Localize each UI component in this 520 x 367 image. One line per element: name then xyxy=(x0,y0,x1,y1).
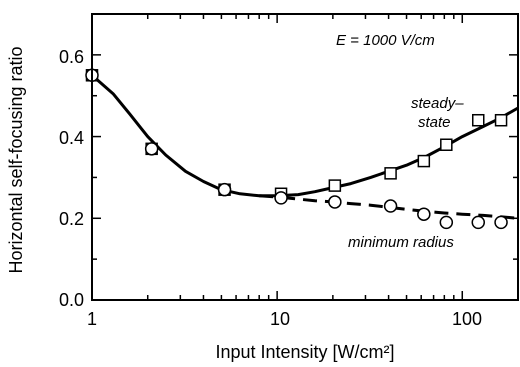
minimum-radius-circle-marker xyxy=(217,182,232,197)
steady-state-square-marker xyxy=(440,138,453,151)
y-tick-label-0.6: 0.6 xyxy=(59,47,84,67)
minimum-radius-label: minimum radius xyxy=(348,234,454,251)
x-tick-label-100: 100 xyxy=(452,309,482,329)
y-tick-label-0.2: 0.2 xyxy=(59,209,84,229)
steady-state-square-marker xyxy=(472,113,485,127)
steady-state-curve xyxy=(91,74,519,198)
minimum-radius-circle-marker xyxy=(471,215,486,230)
steady-state-label-line1: steady– xyxy=(411,95,464,112)
steady-state-square-marker xyxy=(417,154,431,168)
minimum-radius-curve xyxy=(259,194,519,220)
minimum-radius-circle-marker xyxy=(439,215,454,230)
field-annotation: E = 1000 V/cm xyxy=(336,32,435,49)
x-tick-label-10: 10 xyxy=(270,309,290,329)
steady-state-square-marker xyxy=(384,167,397,180)
plot-frame xyxy=(91,13,519,301)
y-axis-label: Horizontal self-focusing ratio xyxy=(6,46,26,273)
y-tick-label-0.4: 0.4 xyxy=(59,128,84,148)
x-axis-label: Input Intensity [W/cm²] xyxy=(215,342,394,362)
axis-ticks xyxy=(91,13,519,301)
minimum-radius-circle-marker xyxy=(383,199,398,213)
steady-state-square-marker xyxy=(494,113,508,127)
steady-state-square-marker xyxy=(328,179,342,192)
steady-state-label-line2: state xyxy=(418,114,451,131)
minimum-radius-circle-marker xyxy=(144,142,159,156)
minimum-radius-circle-marker xyxy=(328,195,342,209)
minimum-radius-circle-marker xyxy=(494,215,508,230)
minimum-radius-circle-marker xyxy=(417,207,431,221)
minimum-radius-circle-marker xyxy=(274,191,288,205)
y-tick-label-0.0: 0.0 xyxy=(59,290,84,310)
x-tick-label-1: 1 xyxy=(87,309,97,329)
data-markers xyxy=(85,68,508,230)
